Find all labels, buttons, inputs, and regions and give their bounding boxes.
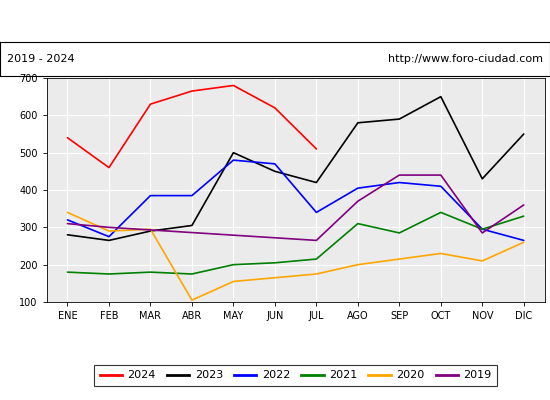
Legend: 2024, 2023, 2022, 2021, 2020, 2019: 2024, 2023, 2022, 2021, 2020, 2019 — [94, 365, 497, 386]
Text: Evolucion Nº Turistas Extranjeros en el municipio de Lora del Río: Evolucion Nº Turistas Extranjeros en el … — [31, 14, 519, 28]
Text: http://www.foro-ciudad.com: http://www.foro-ciudad.com — [388, 54, 543, 64]
Text: 2019 - 2024: 2019 - 2024 — [7, 54, 74, 64]
